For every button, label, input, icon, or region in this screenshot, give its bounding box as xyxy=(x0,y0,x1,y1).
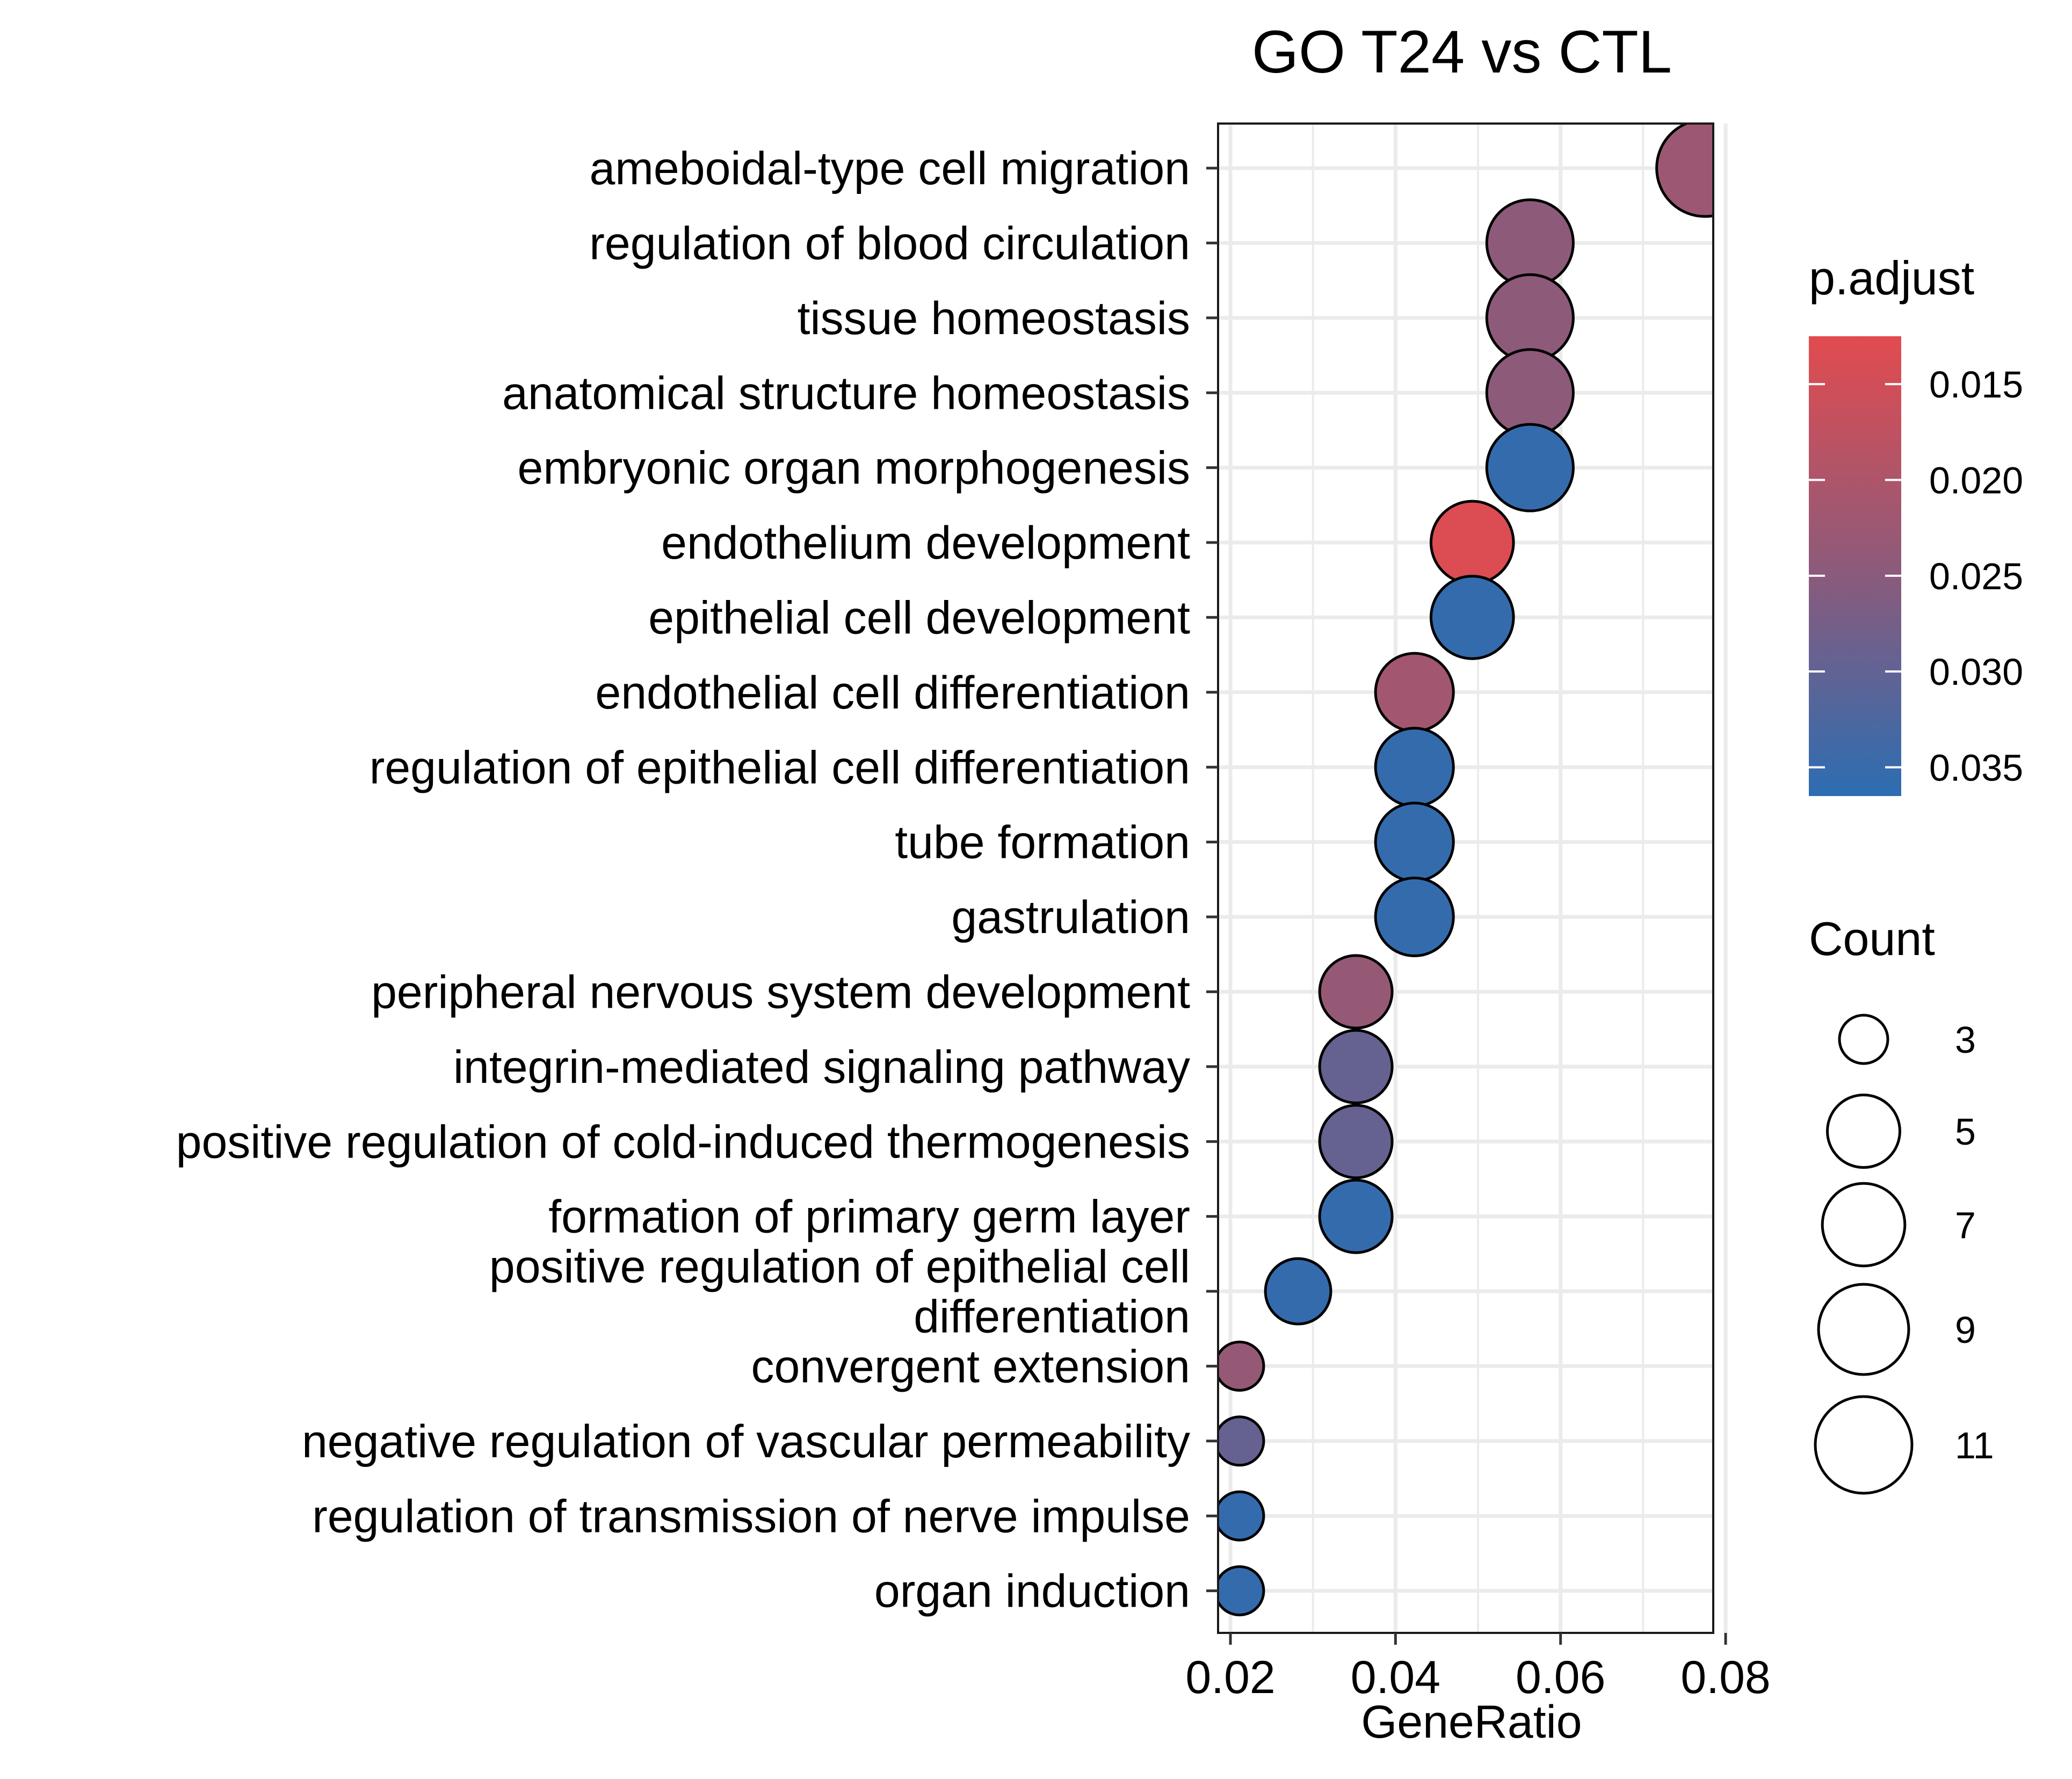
data-point xyxy=(1374,801,1455,883)
data-point xyxy=(1218,1415,1265,1467)
data-point xyxy=(1218,1340,1265,1392)
size-legend-key xyxy=(1838,1014,1889,1065)
colorbar-tick-label: 0.015 xyxy=(1929,364,2023,406)
data-points xyxy=(1218,124,1713,1617)
y-tick-label: epithelial cell development xyxy=(648,592,1190,644)
data-point xyxy=(1318,1029,1394,1104)
data-point xyxy=(1218,1490,1265,1542)
y-tick-label: embryonic organ morphogenesis xyxy=(518,443,1190,494)
y-tick-label: gastrulation xyxy=(951,892,1190,943)
y-tick-label: integrin-mediated signaling pathway xyxy=(453,1042,1190,1093)
y-tick-label: regulation of epithelial cell differenti… xyxy=(370,742,1190,793)
size-legend-label: 11 xyxy=(1955,1424,1994,1466)
data-point xyxy=(1655,124,1713,218)
size-legend: 3 5 7 9 11 xyxy=(1814,1014,1994,1495)
data-point xyxy=(1218,1565,1265,1617)
y-tick-label: tissue homeostasis xyxy=(798,293,1190,344)
data-point xyxy=(1429,500,1515,585)
y-tick-label: ameboidal-type cell migration xyxy=(589,143,1190,194)
size-legend-label: 3 xyxy=(1955,1019,1976,1061)
grid-lines xyxy=(1218,124,1728,1633)
y-tick-label: anatomical structure homeostasis xyxy=(502,367,1190,419)
color-legend-title: p.adjust xyxy=(1809,251,1974,305)
data-point xyxy=(1318,954,1394,1030)
colorbar xyxy=(1809,336,1901,796)
data-point xyxy=(1374,876,1455,958)
data-point xyxy=(1374,652,1455,733)
y-axis: ameboidal-type cell migration regulation … xyxy=(176,143,1218,1617)
y-tick-label-line: differentiation xyxy=(914,1291,1190,1343)
y-tick-label: regulation of transmission of nerve impu… xyxy=(312,1491,1190,1542)
size-legend-key xyxy=(1826,1094,1901,1169)
y-tick-label: negative regulation of vascular permeabi… xyxy=(302,1416,1190,1467)
y-tick-label: organ induction xyxy=(874,1566,1190,1617)
y-tick-label: endothelial cell differentiation xyxy=(595,667,1190,719)
size-legend-key xyxy=(1817,1283,1910,1376)
y-tick-label: positive regulation of cold-induced ther… xyxy=(176,1116,1190,1168)
data-point xyxy=(1264,1257,1332,1326)
chart-title: GO T24 vs CTL xyxy=(1252,18,1672,85)
size-legend-label: 7 xyxy=(1955,1204,1976,1246)
data-point xyxy=(1374,727,1455,808)
y-tick-label: peripheral nervous system development xyxy=(371,967,1190,1018)
colorbar-tick-label: 0.035 xyxy=(1929,747,2023,789)
data-point xyxy=(1485,423,1575,512)
colorbar-tick-label: 0.020 xyxy=(1929,460,2023,502)
data-point xyxy=(1318,1104,1394,1180)
size-legend-key xyxy=(1814,1395,1914,1495)
colorbar-tick-label: 0.025 xyxy=(1929,555,2023,597)
x-tick-label: 0.08 xyxy=(1680,1652,1770,1703)
x-axis-label: GeneRatio xyxy=(1361,1696,1582,1748)
size-legend-title: Count xyxy=(1809,912,1935,965)
y-tick-label: positive regulation of epithelial cell di… xyxy=(489,1241,1190,1343)
y-tick-label: convergent extension xyxy=(751,1341,1190,1393)
x-tick-label: 0.02 xyxy=(1185,1652,1275,1703)
y-tick-label: endothelium development xyxy=(661,517,1190,569)
size-legend-label: 5 xyxy=(1955,1111,1976,1153)
y-tick-label: tube formation xyxy=(895,817,1190,869)
colorbar-tick-label: 0.030 xyxy=(1929,651,2023,693)
size-legend-key xyxy=(1821,1182,1907,1268)
x-axis: 0.02 0.04 0.06 0.08 xyxy=(1185,1633,1771,1703)
size-legend-label: 9 xyxy=(1955,1309,1976,1351)
x-tick-label: 0.04 xyxy=(1351,1652,1440,1703)
panel-border xyxy=(1217,122,1714,1634)
x-tick-label: 0.06 xyxy=(1516,1652,1605,1703)
color-legend: 0.015 0.020 0.025 0.030 0.035 xyxy=(1809,336,2023,796)
data-point xyxy=(1429,575,1515,660)
y-tick-label-line: positive regulation of epithelial cell xyxy=(489,1241,1190,1293)
data-point xyxy=(1318,1178,1394,1254)
y-tick-label: formation of primary germ layer xyxy=(548,1191,1190,1243)
y-tick-label: regulation of blood circulation xyxy=(589,218,1190,270)
